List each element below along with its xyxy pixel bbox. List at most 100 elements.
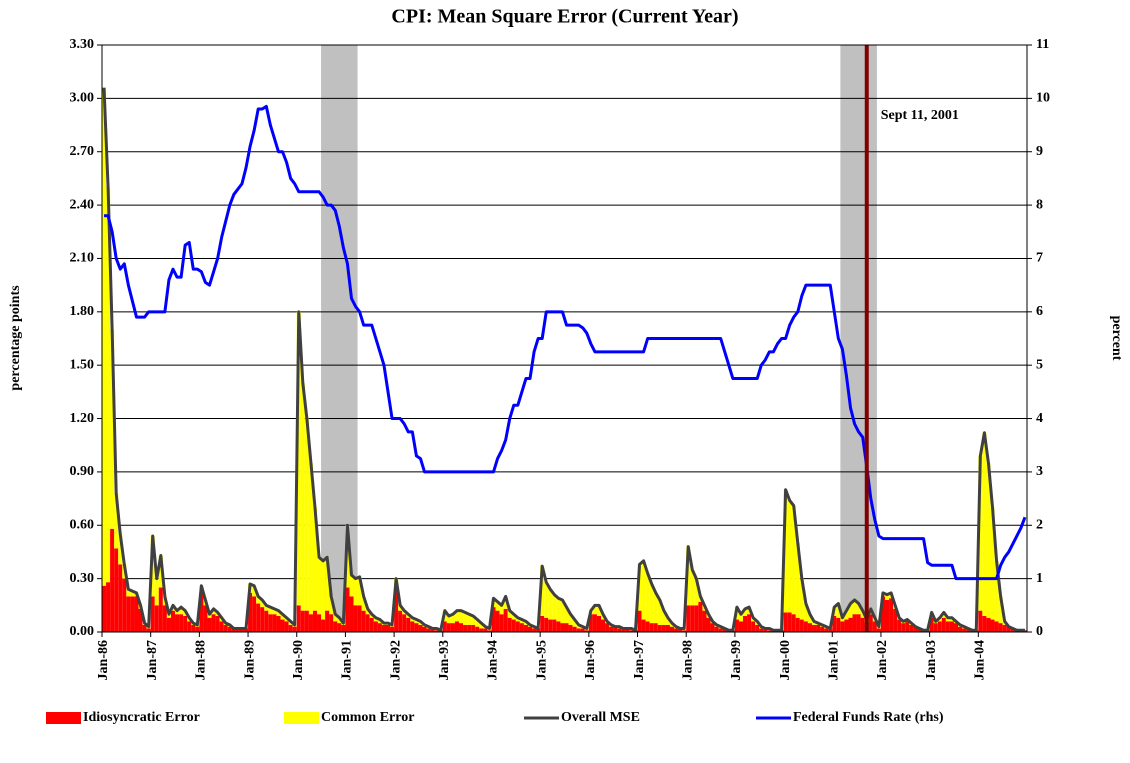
bar-segment — [694, 578, 699, 606]
bar-segment — [268, 614, 273, 632]
bar-segment — [333, 614, 338, 622]
bar-segment — [507, 610, 512, 618]
y2-tick-label: 4 — [1036, 411, 1043, 426]
bar-segment — [722, 628, 727, 632]
bar-segment — [276, 615, 281, 632]
x-tick-label: Jan-90 — [291, 640, 306, 680]
event-label: Sept 11, 2001 — [881, 108, 959, 123]
bar-segment — [690, 605, 695, 632]
bar-segment — [134, 596, 139, 632]
bar-segment — [564, 623, 569, 632]
bar-segment — [519, 619, 524, 624]
bar-segment — [207, 617, 212, 632]
bar-segment — [450, 623, 455, 632]
bar-segment — [661, 624, 666, 632]
legend-swatch — [284, 712, 319, 724]
chart-title: CPI: Mean Square Error (Current Year) — [391, 6, 738, 28]
bar-segment — [527, 626, 533, 632]
bar-segment — [312, 507, 318, 611]
bar-segment — [158, 587, 163, 632]
bar-segment — [982, 432, 987, 616]
y-tick-label: 2.70 — [70, 144, 95, 159]
bar-segment — [515, 617, 520, 622]
bar-segment — [329, 596, 334, 615]
bar-segment — [649, 583, 654, 624]
bar-segment — [929, 617, 934, 632]
x-tick-label: Jan-86 — [96, 640, 111, 680]
bar-segment — [645, 573, 650, 622]
bar-segment — [872, 621, 877, 632]
x-tick-label: Jan-93 — [437, 640, 452, 680]
bar-segment — [239, 628, 244, 632]
bar-segment — [795, 617, 800, 632]
bar-segment — [584, 630, 589, 632]
bar-segment — [710, 623, 715, 632]
bar-segment — [385, 624, 391, 632]
bar-segment — [166, 617, 171, 632]
bar-segment — [682, 630, 687, 632]
bar-segment — [422, 626, 427, 632]
bar-segment — [994, 621, 999, 632]
bar-segment — [479, 628, 484, 632]
bar-segment — [280, 619, 285, 632]
bar-segment — [893, 608, 898, 632]
bar-segment — [491, 607, 496, 632]
bar-segment — [183, 615, 188, 632]
bar-segment — [296, 311, 301, 606]
line-series — [104, 104, 1027, 581]
bar-segment — [227, 626, 232, 632]
bar-segment — [114, 493, 119, 549]
bar-segment — [885, 599, 890, 632]
bar-segment — [126, 589, 131, 597]
y2-tick-label: 6 — [1036, 304, 1043, 319]
bar-segment — [110, 528, 115, 632]
bar-segment — [791, 505, 796, 615]
y2-tick-label: 9 — [1036, 144, 1043, 159]
bar-segment — [369, 617, 374, 632]
bar-segment — [852, 599, 857, 615]
bar-segment — [641, 560, 646, 620]
bar-segment — [905, 621, 910, 632]
bar-segment — [836, 617, 841, 632]
bar-segment — [349, 596, 354, 632]
y-tick-label: 3.30 — [70, 37, 95, 52]
bar-segment — [106, 582, 111, 632]
bar-segment — [714, 626, 719, 632]
x-tick-label: Jan-02 — [875, 640, 890, 680]
bar-segment — [272, 608, 277, 615]
bar-segment — [637, 610, 642, 632]
bar-segment — [321, 560, 326, 620]
bar-segment — [211, 608, 216, 615]
bar-segment — [483, 628, 488, 632]
x-tick-label: Jan-94 — [486, 640, 501, 680]
bar-segment — [158, 555, 163, 588]
bar-segment — [621, 628, 626, 632]
bar-segment — [219, 621, 224, 632]
bar-segment — [962, 628, 967, 632]
bar-segment — [876, 628, 881, 632]
bar-segment — [738, 621, 744, 632]
x-tick-label: Jan-92 — [388, 640, 403, 680]
bar-segment — [909, 624, 914, 632]
bar-segment — [783, 612, 788, 632]
bar-segment — [154, 605, 159, 632]
bar-segment — [272, 614, 277, 632]
bar-segment — [211, 614, 216, 632]
bar-segment — [694, 605, 699, 632]
y2-tick-label: 3 — [1036, 464, 1043, 479]
bar-segment — [844, 619, 849, 632]
bar-segment — [235, 628, 240, 632]
bar-segment — [398, 605, 403, 611]
bar-segment — [398, 610, 403, 632]
bar-segment — [564, 607, 569, 624]
bar-segment — [588, 614, 593, 632]
bar-segment — [686, 605, 691, 632]
bar-segment — [738, 614, 744, 622]
bar-segment — [657, 599, 662, 625]
bar-segment — [463, 624, 468, 632]
bar-segment — [836, 603, 841, 618]
bar-segment — [426, 628, 431, 632]
bar-segment — [341, 624, 346, 632]
